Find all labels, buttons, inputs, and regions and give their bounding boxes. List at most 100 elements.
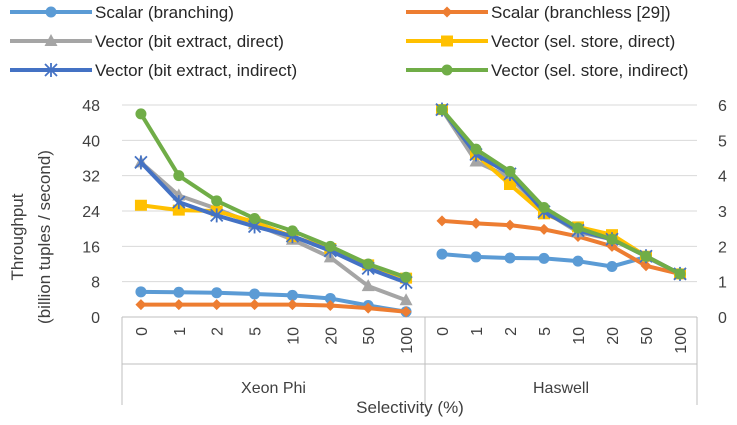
data-point [286, 299, 298, 311]
x-tick-label: 5 [537, 327, 554, 336]
data-point [504, 165, 516, 177]
data-point [470, 251, 482, 263]
data-point [211, 287, 223, 299]
legend-label: Vector (sel. store, indirect) [491, 61, 688, 80]
data-point [173, 299, 185, 311]
data-point [249, 213, 261, 225]
legend-label: Scalar (branching) [95, 3, 234, 22]
y-axis-title-line2: (billion tuples / second) [35, 150, 54, 324]
y-right-tick-label: 3 [718, 204, 727, 221]
data-point [400, 271, 412, 283]
x-tick-label: 10 [285, 327, 302, 345]
legend-item-scalar-branchless-29: Scalar (branchless [29]) [406, 3, 671, 22]
data-point [324, 240, 336, 252]
series-line [440, 107, 682, 276]
x-tick-label: 50 [639, 327, 656, 345]
axes [121, 316, 698, 405]
data-point [210, 208, 224, 223]
data-point [640, 260, 652, 272]
series-vector-sel-store-indirect-haswell [436, 104, 686, 280]
legend-label: Vector (bit extract, direct) [95, 32, 284, 51]
x-tick-label: 2 [210, 327, 227, 336]
data-point [361, 279, 375, 292]
series-scalar-branchless-29-haswell [436, 215, 686, 280]
data-point [436, 104, 448, 116]
data-point [538, 223, 550, 235]
y-left-tick-label: 24 [82, 204, 100, 221]
data-point [135, 286, 147, 298]
x-axis-title: Selectivity (%) [356, 398, 464, 417]
legend: Scalar (branching) Scalar (branchless [29… [10, 3, 688, 80]
legend-swatch-marker [441, 35, 453, 47]
data-point [504, 252, 516, 264]
data-point [572, 255, 584, 267]
series-vector-sel-store-indirect-xeon-phi [135, 108, 412, 283]
legend-swatch-marker [44, 34, 58, 46]
data-point [211, 195, 223, 207]
x-tick-label: 0 [134, 327, 151, 336]
legend-swatch-marker [44, 63, 58, 77]
series-line [138, 160, 409, 285]
legend-label: Scalar (branchless [29]) [491, 3, 671, 22]
data-point [436, 248, 448, 260]
y-left-tick-label: 48 [82, 98, 100, 115]
data-point [173, 170, 185, 182]
data-point [674, 268, 686, 280]
data-point [400, 306, 412, 318]
y-right-tick-label: 5 [718, 133, 727, 150]
y-left-tick-label: 0 [91, 310, 100, 327]
data-point [362, 258, 374, 270]
data-point [286, 225, 298, 237]
group-label-xeon-phi: Xeon Phi [241, 380, 306, 397]
y-right-tick-label: 0 [718, 310, 727, 327]
x-tick-label: 50 [361, 327, 378, 345]
x-tick-label: 10 [571, 327, 588, 345]
series-scalar-branchless-29-xeon-phi [135, 299, 412, 318]
y-left-tick-label: 8 [91, 275, 100, 292]
series-line [440, 107, 682, 276]
data-point [504, 219, 516, 231]
data-point [640, 250, 652, 262]
data-point [324, 300, 336, 312]
y-left-tick-label: 40 [82, 133, 100, 150]
data-point [172, 195, 186, 210]
group-label-haswell: Haswell [533, 380, 589, 397]
x-tick-label: 20 [323, 327, 340, 345]
x-tick-label: 2 [503, 327, 520, 336]
y-left-tick-label: 16 [82, 239, 100, 256]
legend-item-vector-bit-extract-direct: Vector (bit extract, direct) [10, 32, 284, 51]
data-point [249, 299, 261, 311]
data-point [606, 260, 618, 272]
data-point [362, 302, 374, 314]
x-tick-label: 20 [605, 327, 622, 345]
series-line [440, 107, 682, 276]
data-point [606, 233, 618, 245]
data-point [504, 179, 516, 190]
legend-label: Vector (sel. store, direct) [491, 32, 675, 51]
data-point [538, 252, 550, 264]
series-lines [134, 102, 687, 318]
data-point [572, 222, 584, 234]
y-left-tick-label: 32 [82, 169, 100, 186]
data-point [134, 199, 147, 211]
x-tick-label: 1 [469, 327, 486, 336]
y-right-tick-label: 1 [718, 275, 727, 292]
y-right-tick-label: 2 [718, 239, 727, 256]
data-point [324, 292, 336, 304]
legend-item-vector-sel-store-indirect: Vector (sel. store, indirect) [406, 61, 688, 80]
data-point [286, 289, 298, 301]
legend-swatch-marker [45, 6, 57, 18]
x-tick-label: 1 [172, 327, 189, 336]
legend-swatch-marker [441, 6, 453, 18]
data-point [135, 299, 147, 311]
legend-swatch-marker [441, 64, 453, 76]
legend-item-vector-sel-store-direct: Vector (sel. store, direct) [406, 32, 675, 51]
legend-item-scalar-branching: Scalar (branching) [10, 3, 234, 22]
data-point [470, 217, 482, 229]
series-line [138, 302, 409, 314]
y-right-tick-label: 6 [718, 98, 727, 115]
series-line [138, 289, 409, 314]
